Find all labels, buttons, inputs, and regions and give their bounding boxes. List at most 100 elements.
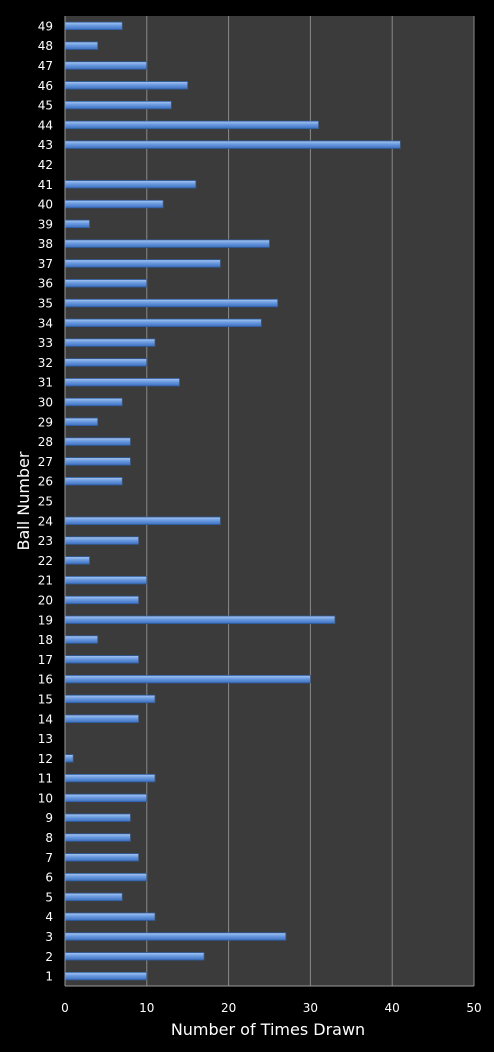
bar-ball-11 [64, 773, 156, 783]
y-tick-label: 11 [38, 772, 53, 786]
bar-ball-33 [64, 338, 156, 347]
x-tick-label: 30 [303, 1001, 318, 1015]
bar-ball-24 [64, 516, 221, 525]
bar-ball-6 [64, 872, 148, 882]
bar-ball-5 [64, 892, 123, 902]
y-tick-label: 25 [38, 495, 53, 509]
bar-ball-1 [64, 971, 148, 981]
grid-lines [146, 16, 475, 986]
bar-ball-7 [64, 853, 140, 862]
y-tick-label: 6 [45, 871, 53, 885]
bar-ball-21 [64, 576, 148, 585]
bar-ball-38 [64, 239, 270, 248]
y-tick-label: 36 [38, 277, 53, 291]
bar-ball-48 [64, 41, 99, 50]
bar-ball-28 [64, 437, 131, 446]
y-tick-label: 37 [38, 257, 53, 271]
bar-ball-8 [64, 833, 131, 842]
bar-ball-39 [64, 219, 90, 229]
y-tick-label: 29 [38, 415, 53, 429]
bar-ball-9 [64, 813, 131, 822]
y-tick-label: 16 [38, 673, 53, 687]
bar-ball-34 [64, 318, 262, 327]
y-tick-label: 44 [38, 118, 53, 132]
bar-ball-19 [64, 615, 336, 624]
bar-ball-2 [64, 952, 205, 961]
y-tick-label: 4 [45, 910, 53, 924]
bar-ball-16 [64, 675, 311, 684]
bar-ball-36 [64, 279, 148, 288]
y-tick-label: 24 [38, 514, 53, 528]
bar-ball-17 [64, 655, 140, 664]
y-tick-label: 30 [38, 396, 53, 410]
plot-area [65, 16, 474, 986]
y-tick-label: 40 [38, 198, 53, 212]
bar-ball-26 [64, 477, 123, 486]
y-tick-label: 5 [45, 890, 53, 904]
y-tick-label: 20 [38, 593, 53, 607]
y-tick-label: 7 [45, 851, 53, 865]
bar-ball-4 [64, 912, 156, 921]
x-tick-label: 20 [221, 1001, 236, 1015]
y-tick-label: 48 [38, 39, 53, 53]
bar-ball-37 [64, 259, 221, 268]
y-tick-label: 46 [38, 79, 53, 93]
bar-ball-44 [64, 120, 319, 130]
x-tick-label: 10 [139, 1001, 154, 1015]
y-tick-label: 31 [38, 376, 53, 390]
bar-ball-47 [64, 61, 148, 70]
x-tick-label: 0 [61, 1001, 69, 1015]
bar-ball-10 [64, 793, 148, 803]
y-tick-label: 49 [38, 19, 53, 33]
y-tick-label: 10 [38, 791, 53, 805]
y-tick-label: 17 [38, 653, 53, 667]
y-tick-label: 38 [38, 237, 53, 251]
bar-ball-15 [64, 694, 156, 704]
y-tick-label: 8 [45, 831, 53, 845]
y-tick-label: 43 [38, 138, 53, 152]
bar-ball-30 [64, 397, 123, 407]
bar-ball-40 [64, 199, 164, 209]
bar-ball-20 [64, 595, 140, 605]
y-tick-label: 42 [38, 158, 53, 172]
x-axis-label: Number of Times Drawn [171, 1020, 365, 1039]
y-tick-label: 21 [38, 574, 53, 588]
y-tick-label: 47 [38, 59, 53, 73]
y-tick-label: 34 [38, 316, 53, 330]
bar-ball-29 [64, 417, 99, 426]
y-tick-label: 22 [38, 554, 53, 568]
y-tick-label: 35 [38, 297, 53, 311]
x-tick-label: 50 [466, 1001, 481, 1015]
y-tick-label: 28 [38, 435, 53, 449]
bar-ball-23 [64, 536, 140, 545]
bar-ball-41 [64, 180, 197, 189]
y-tick-label: 2 [45, 950, 53, 964]
y-axis-label: Ball Number [14, 451, 33, 550]
bar-ball-31 [64, 378, 180, 387]
bar-ball-27 [64, 457, 131, 466]
bar-ball-32 [64, 358, 148, 367]
y-tick-label: 41 [38, 178, 53, 192]
y-tick-label: 3 [45, 930, 53, 944]
bar-ball-45 [64, 100, 172, 110]
bar-ball-22 [64, 556, 90, 565]
y-tick-label: 26 [38, 475, 53, 489]
y-tick-labels: 1234567891011121314151617181920212223242… [38, 19, 53, 983]
y-tick-label: 45 [38, 99, 53, 113]
y-tick-label: 32 [38, 356, 53, 370]
bar-ball-49 [64, 21, 123, 31]
y-tick-label: 13 [38, 732, 53, 746]
y-tick-label: 18 [38, 633, 53, 647]
y-tick-label: 9 [45, 811, 53, 825]
y-tick-label: 39 [38, 217, 53, 231]
bars [64, 21, 401, 981]
x-tick-label: 40 [385, 1001, 400, 1015]
bar-ball-14 [64, 714, 140, 723]
bar-ball-12 [64, 754, 74, 763]
bar-ball-43 [64, 140, 401, 149]
y-tick-label: 15 [38, 692, 53, 706]
bar-ball-3 [64, 932, 287, 941]
x-tick-labels: 0 10 20 30 40 50 [61, 1001, 481, 1015]
y-tick-label: 19 [38, 613, 53, 627]
